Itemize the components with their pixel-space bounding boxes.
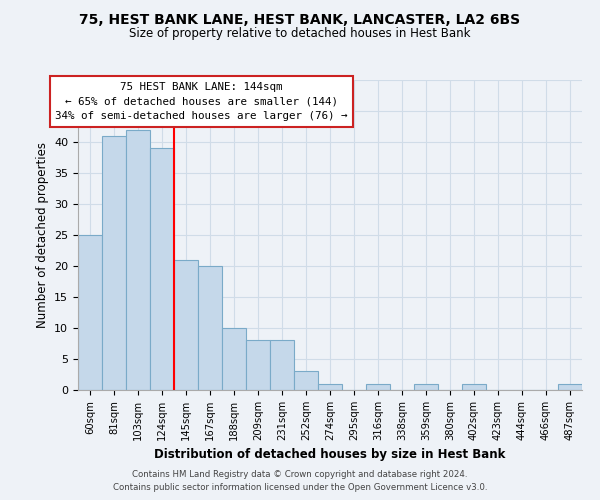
Bar (150, 148, 174, 390)
Bar (78, 235, 102, 390)
Y-axis label: Number of detached properties: Number of detached properties (35, 142, 49, 328)
Bar (462, 384, 486, 390)
Text: 75, HEST BANK LANE, HEST BANK, LANCASTER, LA2 6BS: 75, HEST BANK LANE, HEST BANK, LANCASTER… (79, 12, 521, 26)
Bar (318, 384, 342, 390)
Bar (366, 384, 390, 390)
X-axis label: Distribution of detached houses by size in Hest Bank: Distribution of detached houses by size … (154, 448, 506, 462)
Bar (102, 136, 126, 390)
Text: Contains HM Land Registry data © Crown copyright and database right 2024.
Contai: Contains HM Land Registry data © Crown c… (113, 470, 487, 492)
Bar (414, 384, 438, 390)
Bar (198, 266, 222, 390)
Bar (174, 260, 198, 390)
Bar (126, 130, 150, 390)
Bar (294, 372, 318, 390)
Bar (270, 340, 294, 390)
Bar (558, 384, 582, 390)
Bar (222, 328, 246, 390)
Text: Size of property relative to detached houses in Hest Bank: Size of property relative to detached ho… (129, 28, 471, 40)
Text: 75 HEST BANK LANE: 144sqm
← 65% of detached houses are smaller (144)
34% of semi: 75 HEST BANK LANE: 144sqm ← 65% of detac… (55, 82, 348, 121)
Bar (246, 340, 270, 390)
